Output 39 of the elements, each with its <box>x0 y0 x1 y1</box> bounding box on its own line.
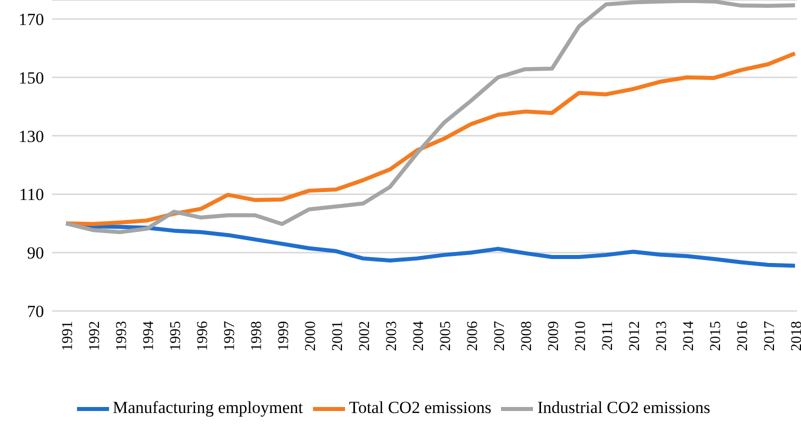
y-tick-label: 130 <box>18 126 44 146</box>
x-tick-label: 2014 <box>681 320 697 351</box>
legend-label: Total CO2 emissions <box>349 398 492 417</box>
x-tick-label: 2016 <box>735 320 751 351</box>
x-tick-label: 1997 <box>222 320 238 351</box>
x-tick-label: 2007 <box>492 320 508 351</box>
x-tick-label: 1991 <box>60 321 76 351</box>
x-tick-label: 2017 <box>762 320 778 351</box>
y-tick-label: 150 <box>18 68 44 88</box>
x-tick-label: 2006 <box>465 320 481 351</box>
x-tick-label: 2011 <box>600 321 616 350</box>
x-tick-label: 2013 <box>654 321 670 351</box>
x-tick-label: 2010 <box>573 321 589 351</box>
y-tick-label: 70 <box>27 302 44 322</box>
x-tick-label: 1992 <box>87 321 103 351</box>
y-tick-label: 170 <box>18 10 44 30</box>
x-tick-label: 2003 <box>384 321 400 351</box>
x-tick-label: 2018 <box>789 321 801 351</box>
x-tick-label: 2012 <box>627 321 643 351</box>
x-tick-label: 2009 <box>546 321 562 351</box>
x-tick-label: 1993 <box>114 321 130 351</box>
x-tick-label: 2005 <box>438 321 454 351</box>
line-series <box>64 51 797 226</box>
y-tick-label: 110 <box>19 185 44 204</box>
x-tick-label: 1999 <box>276 321 292 351</box>
x-tick-label: 1998 <box>249 321 265 351</box>
x-tick-label: 1995 <box>168 321 184 351</box>
x-tick-label: 2001 <box>330 321 346 351</box>
x-tick-label: 2004 <box>411 320 427 351</box>
x-tick-label: 2000 <box>303 321 319 351</box>
x-tick-label: 2015 <box>708 321 724 351</box>
x-tick-label: 2002 <box>357 321 373 351</box>
legend-label: Industrial CO2 emissions <box>537 398 710 417</box>
x-tick-label: 1994 <box>141 320 157 351</box>
y-tick-label: 90 <box>27 244 44 263</box>
x-tick-label: 2008 <box>519 321 535 351</box>
x-tick-label: 1996 <box>195 320 211 351</box>
legend-label: Manufacturing employment <box>112 398 304 417</box>
line-series <box>64 0 797 234</box>
